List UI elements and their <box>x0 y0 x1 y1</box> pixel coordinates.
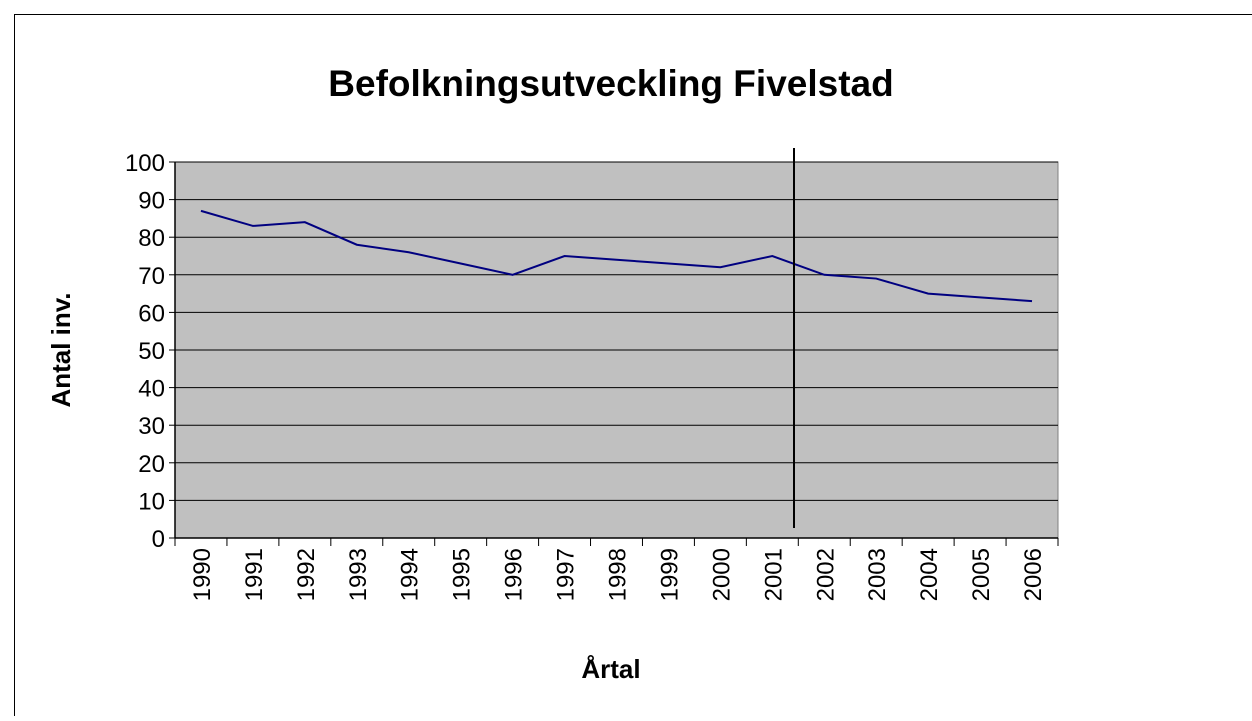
x-tick-label: 2000 <box>708 548 735 601</box>
x-axis-label: Årtal <box>581 654 640 684</box>
x-tick-label: 1998 <box>605 548 632 601</box>
x-tick-label: 1991 <box>241 548 268 601</box>
y-tick-label: 70 <box>138 263 165 290</box>
y-tick-label: 80 <box>138 225 165 252</box>
y-tick-label: 60 <box>138 300 165 327</box>
y-tick-label: 50 <box>138 338 165 365</box>
chart-title: Befolkningsutveckling Fivelstad <box>328 63 893 104</box>
x-tick-label: 1995 <box>449 548 476 601</box>
x-tick-label: 2002 <box>812 548 839 601</box>
x-tick-label: 1993 <box>345 548 372 601</box>
y-tick-label: 10 <box>138 488 165 515</box>
x-tick-label: 2003 <box>864 548 891 601</box>
y-tick-label: 90 <box>138 188 165 215</box>
y-tick-label: 0 <box>152 526 165 553</box>
y-tick-label: 40 <box>138 376 165 403</box>
y-axis-label: Antal inv. <box>46 292 76 407</box>
x-tick-label: 1992 <box>293 548 320 601</box>
x-tick-label: 2004 <box>916 548 943 601</box>
x-tick-label: 2001 <box>760 548 787 601</box>
x-tick-label: 1999 <box>656 548 683 601</box>
y-tick-label: 100 <box>125 150 165 177</box>
x-tick-label: 1990 <box>189 548 216 601</box>
x-tick-label: 1997 <box>553 548 580 601</box>
x-tick-label: 2006 <box>1020 548 1047 601</box>
x-tick-label: 1994 <box>397 548 424 601</box>
y-tick-label: 20 <box>138 451 165 478</box>
x-tick-label: 2005 <box>968 548 995 601</box>
x-tick-label: 1996 <box>501 548 528 601</box>
y-tick-label: 30 <box>138 413 165 440</box>
